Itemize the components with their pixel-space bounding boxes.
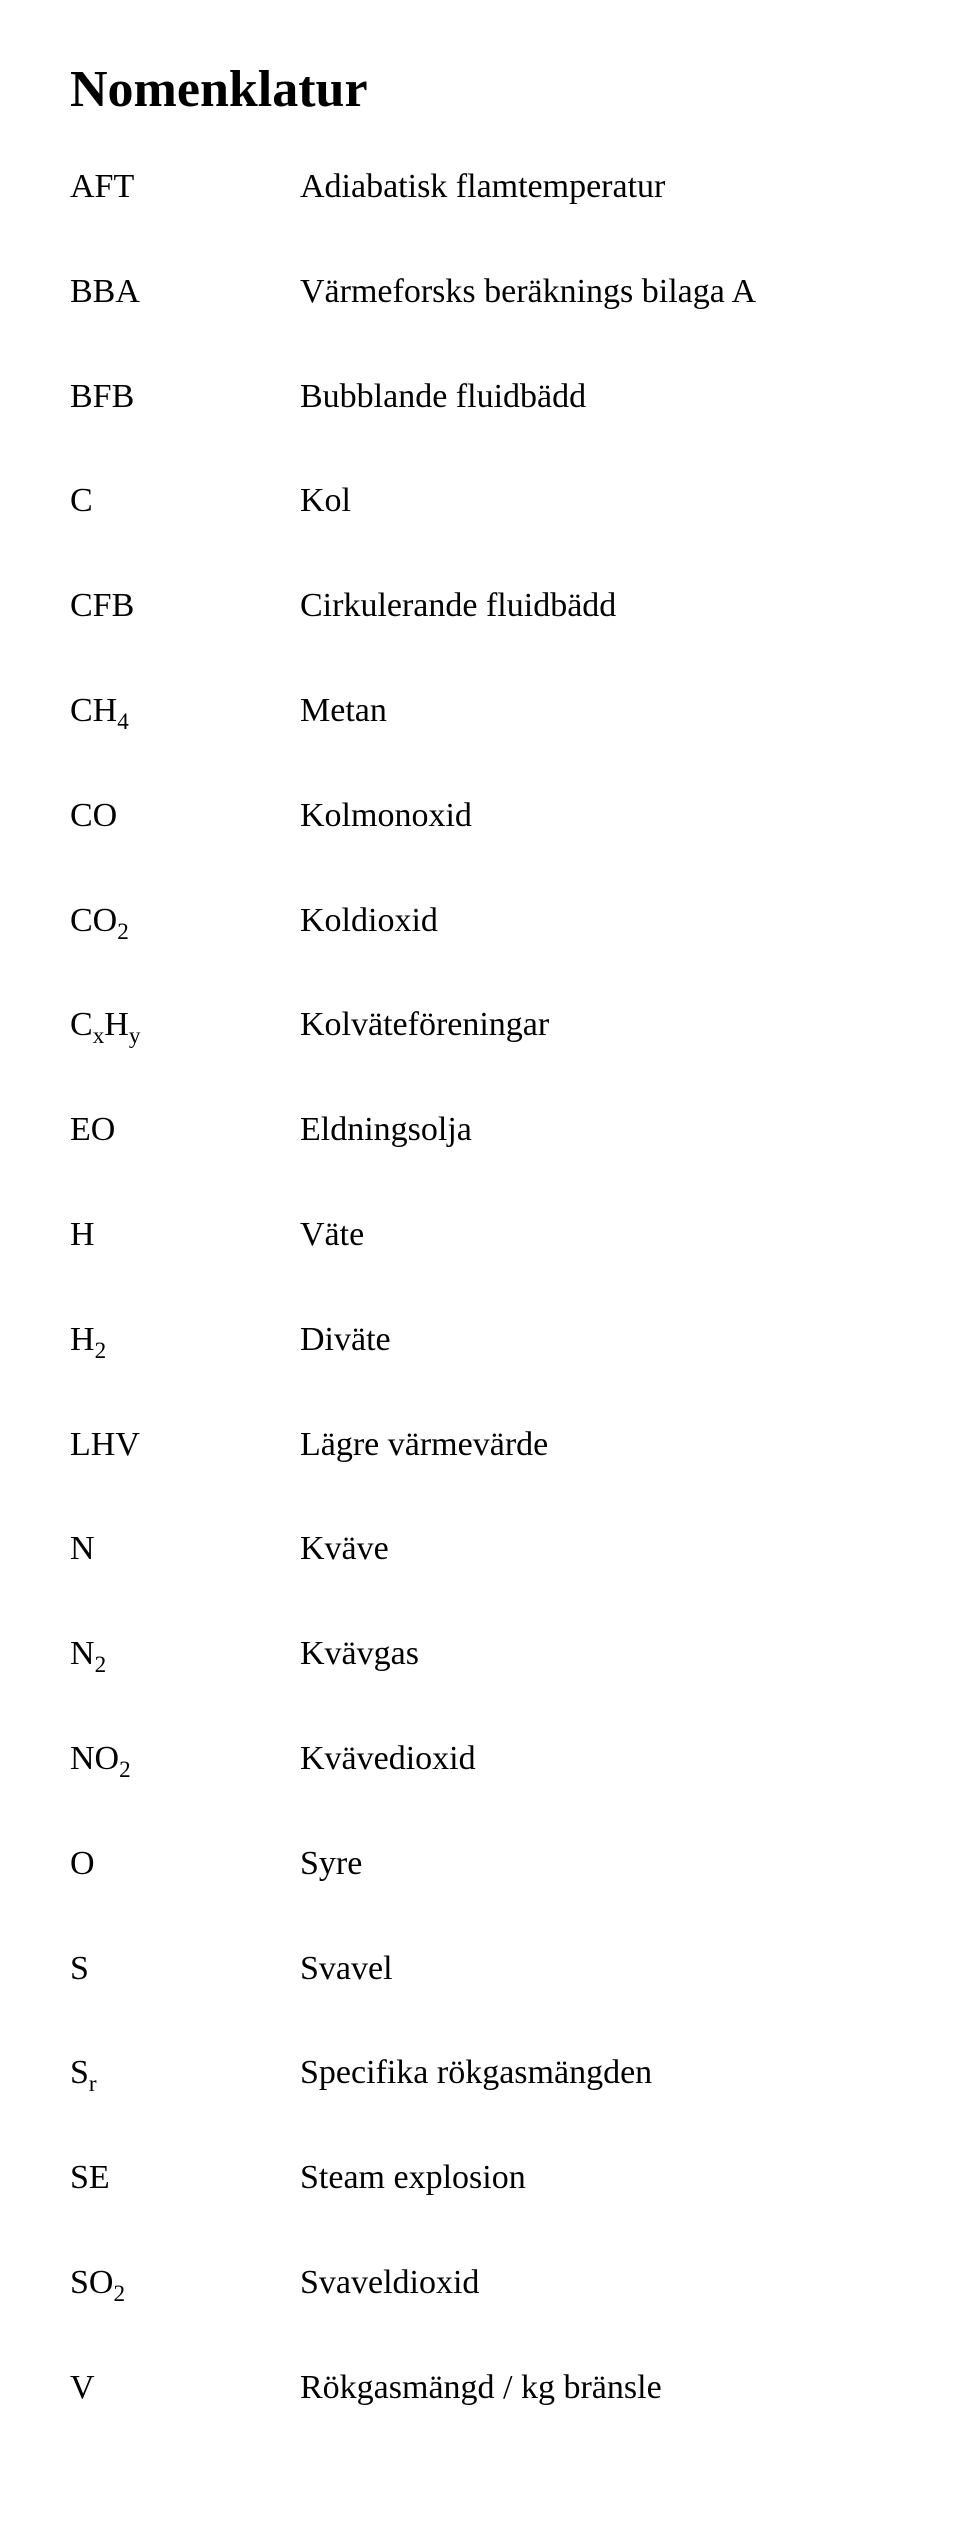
abbreviation: SO2 (70, 2263, 300, 2304)
nomenclature-row: BBAVärmeforsks beräknings bilaga A (70, 272, 890, 313)
description: Lägre värmevärde (300, 1425, 890, 1466)
nomenclature-row: EOEldningsolja (70, 1110, 890, 1151)
description: Rökgasmängd / kg bränsle (300, 2368, 890, 2409)
nomenclature-row: H2Diväte (70, 1320, 890, 1361)
description: Kvävedioxid (300, 1739, 890, 1780)
abbreviation: CxHy (70, 1005, 300, 1046)
abbreviation: BFB (70, 377, 300, 418)
abbreviation: EO (70, 1110, 300, 1151)
nomenclature-row: CH4Metan (70, 691, 890, 732)
page-title: Nomenklatur (70, 60, 890, 119)
nomenclature-row: COKolmonoxid (70, 796, 890, 837)
nomenclature-row: NO2Kvävedioxid (70, 1739, 890, 1780)
nomenclature-list: AFTAdiabatisk flamtemperatur BBAVärmefors… (70, 167, 890, 2473)
description: Bubblande fluidbädd (300, 377, 890, 418)
description: Kväve (300, 1529, 890, 1570)
nomenclature-row: AFTAdiabatisk flamtemperatur (70, 167, 890, 208)
nomenclature-row: OSyre (70, 1844, 890, 1885)
nomenclature-row: BFBBubblande fluidbädd (70, 377, 890, 418)
abbreviation: V (70, 2368, 300, 2409)
nomenclature-row: CxHyKolväteföreningar (70, 1005, 890, 1046)
description: Kol (300, 481, 890, 522)
nomenclature-row: SO2Svaveldioxid (70, 2263, 890, 2304)
description: Väte (300, 1215, 890, 1256)
abbreviation: NO2 (70, 1739, 300, 1780)
abbreviation: H2 (70, 1320, 300, 1361)
abbreviation: BBA (70, 272, 300, 313)
abbreviation: LHV (70, 1425, 300, 1466)
description: Värmeforsks beräknings bilaga A (300, 272, 890, 313)
description: Eldningsolja (300, 1110, 890, 1151)
nomenclature-row: HVäte (70, 1215, 890, 1256)
nomenclature-row: CKol (70, 481, 890, 522)
nomenclature-row: LHVLägre värmevärde (70, 1425, 890, 1466)
description: Svaveldioxid (300, 2263, 890, 2304)
description: Metan (300, 691, 890, 732)
abbreviation: H (70, 1215, 300, 1256)
abbreviation: C (70, 481, 300, 522)
description: Kvävgas (300, 1634, 890, 1675)
abbreviation: O (70, 1844, 300, 1885)
abbreviation: AFT (70, 167, 300, 208)
nomenclature-row: NKväve (70, 1529, 890, 1570)
description: Specifika rökgasmängden (300, 2053, 890, 2094)
nomenclature-row: N2Kvävgas (70, 1634, 890, 1675)
description: Diväte (300, 1320, 890, 1361)
nomenclature-row: CO2Koldioxid (70, 901, 890, 942)
abbreviation: S (70, 1949, 300, 1990)
abbreviation: Sr (70, 2053, 300, 2094)
abbreviation: CFB (70, 586, 300, 627)
nomenclature-row: VRökgasmängd / kg bränsle (70, 2368, 890, 2409)
nomenclature-row: SSvavel (70, 1949, 890, 1990)
description: Kolmonoxid (300, 796, 890, 837)
description: Steam explosion (300, 2158, 890, 2199)
description: Koldioxid (300, 901, 890, 942)
abbreviation: N (70, 1529, 300, 1570)
description: Syre (300, 1844, 890, 1885)
abbreviation: N2 (70, 1634, 300, 1675)
abbreviation: CH4 (70, 691, 300, 732)
abbreviation: CO (70, 796, 300, 837)
abbreviation: CO2 (70, 901, 300, 942)
description: Cirkulerande fluidbädd (300, 586, 890, 627)
abbreviation: SE (70, 2158, 300, 2199)
nomenclature-row: SESteam explosion (70, 2158, 890, 2199)
description: Adiabatisk flamtemperatur (300, 167, 890, 208)
nomenclature-row: SrSpecifika rökgasmängden (70, 2053, 890, 2094)
description: Svavel (300, 1949, 890, 1990)
description: Kolväteföreningar (300, 1005, 890, 1046)
nomenclature-row: CFBCirkulerande fluidbädd (70, 586, 890, 627)
